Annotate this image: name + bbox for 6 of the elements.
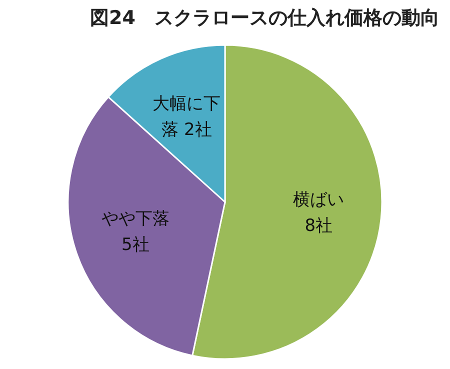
data-label: 5社	[121, 235, 150, 256]
slice-label: やや下落	[101, 209, 170, 230]
data-label: 8社	[304, 216, 333, 236]
slice-label: 大幅に下落 2社	[152, 94, 221, 140]
slice-label: 横ばい	[293, 190, 344, 210]
chart-title: 図24 スクラロースの仕入れ価格の動向	[90, 7, 440, 29]
